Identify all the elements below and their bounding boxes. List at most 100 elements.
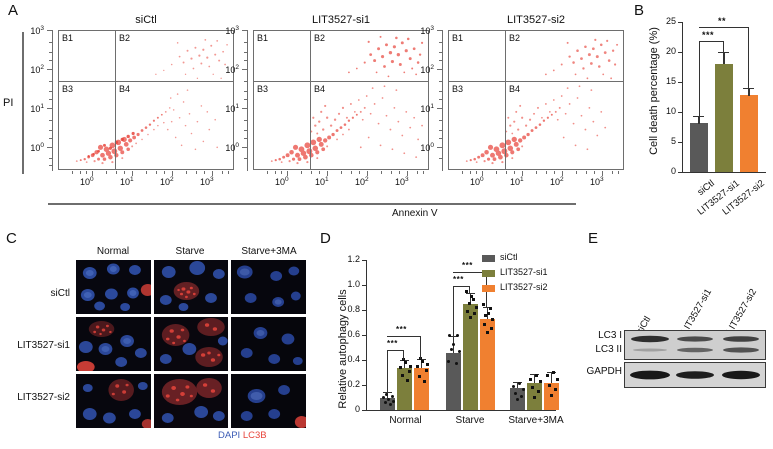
panel-d-legend-label-sictl: siCtl xyxy=(500,252,518,262)
panel-c-image-si2-normal xyxy=(76,374,151,428)
panel-d-legend-swatch-si2 xyxy=(482,285,495,292)
panel-c-row-si2: LIT3527-si2 xyxy=(17,392,70,403)
panel-d-legend-label-si2: LIT3527-si2 xyxy=(500,282,548,292)
flow-x-tick-1: 101 xyxy=(510,176,524,187)
panel-c-image-grid xyxy=(76,260,306,428)
panel-c-row-sictl: siCtl xyxy=(50,288,70,299)
panel-b-bar-si2 xyxy=(740,95,758,172)
panel-c-image-si1-normal xyxy=(76,317,151,371)
panel-d-bar-normal-sictl xyxy=(380,397,395,410)
flow-plot-2-y-axis xyxy=(247,30,248,171)
panel-d-bar-starve-si1 xyxy=(463,303,478,410)
panel-d-ytick-12: 1.2 xyxy=(347,254,360,264)
flow-quadrant-b4: B4 xyxy=(119,84,131,94)
panel-a-letter: A xyxy=(8,2,19,19)
flow-plot-1-box: B1 B2 B3 B4 xyxy=(58,30,234,170)
flow-quadrant-b4: B4 xyxy=(509,84,521,94)
flow-x-tick-3: 103 xyxy=(395,176,409,187)
flow-x-tick-2: 102 xyxy=(160,176,174,187)
flow-plot-3-vertical-divider xyxy=(505,31,506,169)
panel-a-flow-cytometry: A PI Annexin V siCtl xyxy=(0,0,630,228)
flow-plot-1-vertical-divider xyxy=(115,31,116,169)
panel-b-errorcap-sictl xyxy=(693,116,704,118)
flow-y-tick-1: 101 xyxy=(30,103,44,114)
panel-c-image-sictl-starve3ma xyxy=(231,260,306,314)
panel-c-legend: DAPI LC3B xyxy=(218,430,267,441)
flow-y-tick-0: 100 xyxy=(30,142,44,153)
flow-plot-title-3: LIT3527-si2 xyxy=(506,14,566,26)
panel-d-sig-line-n2 xyxy=(387,336,421,338)
panel-d-sig-label-s2: *** xyxy=(462,261,473,270)
panel-b-y-axis xyxy=(682,22,684,173)
panel-c-col-starve: Starve xyxy=(175,246,205,257)
panel-d-sig-label-n2: *** xyxy=(396,325,407,334)
panel-d-bar-starve-sictl xyxy=(446,352,461,410)
panel-a-x-axis-bar xyxy=(48,203,576,205)
panel-e-row-gapdh: GAPDH xyxy=(586,366,622,377)
flow-y-tick-2: 102 xyxy=(30,64,44,75)
flow-plot-3-dots xyxy=(465,38,619,165)
panel-e-lane-si2: LIT3527-si2 xyxy=(724,287,760,336)
flow-quadrant-b3: B3 xyxy=(257,84,269,94)
panel-b-errorcap-si2 xyxy=(743,88,754,90)
panel-b-x-axis xyxy=(682,172,766,174)
panel-e-letter: E xyxy=(588,230,599,247)
flow-quadrant-b4: B4 xyxy=(314,84,326,94)
panel-c-col-starve3ma: Starve+3MA xyxy=(241,246,297,257)
flow-x-tick-0: 100 xyxy=(80,176,94,187)
panel-e-blot-lc3-bands xyxy=(625,331,765,359)
panel-b-bar-sictl xyxy=(690,123,708,172)
panel-b-letter: B xyxy=(634,2,645,19)
flow-y-tick-3: 103 xyxy=(420,25,434,36)
panel-c-col-normal: Normal xyxy=(96,246,130,257)
panel-b-cell-death-bar-chart: B Cell death percentage (%) 0 5 10 15 20… xyxy=(630,0,773,228)
panel-d-xlabel-starve3ma: Starve+3MA xyxy=(508,415,564,426)
panel-e-row-lc3i: LC3 I xyxy=(598,330,622,341)
flow-plot-2-dots xyxy=(270,35,424,165)
flow-y-tick-1: 101 xyxy=(225,103,239,114)
panel-c-legend-dapi: DAPI xyxy=(218,430,241,441)
panel-d-sig-line-n1 xyxy=(387,350,404,352)
panel-c-image-sictl-normal xyxy=(76,260,151,314)
panel-c-legend-lc3b: LC3B xyxy=(242,430,267,441)
panel-a-y-axis-label: PI xyxy=(3,97,14,109)
flow-quadrant-b3: B3 xyxy=(62,84,74,94)
flow-plot-3-horizontal-divider xyxy=(449,81,623,82)
flow-quadrant-b1: B1 xyxy=(257,33,269,43)
panel-e-blot-gapdh-bands xyxy=(625,363,765,387)
panel-c-row-si1: LIT3527-si1 xyxy=(17,340,70,351)
flow-y-tick-0: 100 xyxy=(420,142,434,153)
panel-d-bar-starve-si2 xyxy=(480,318,495,410)
flow-y-tick-1: 101 xyxy=(420,103,434,114)
panel-e-row-lc3ii: LC3 II xyxy=(595,344,622,355)
panel-d-letter: D xyxy=(320,230,331,247)
panel-b-ytick-25: 25 xyxy=(665,16,676,26)
flow-x-tick-0: 100 xyxy=(275,176,289,187)
flow-quadrant-b2: B2 xyxy=(314,33,326,43)
flow-y-tick-2: 102 xyxy=(420,64,434,75)
flow-x-tick-0: 100 xyxy=(470,176,484,187)
panel-d-bar-normal-si2 xyxy=(414,367,429,410)
panel-e-blot-gapdh xyxy=(624,362,766,388)
panel-c-immunofluorescence: C Normal Starve Starve+3MA siCtl LIT3527… xyxy=(0,228,318,449)
panel-a-x-axis-label: Annexin V xyxy=(392,208,438,219)
flow-x-tick-2: 102 xyxy=(355,176,369,187)
flow-plot-3: B1 B2 B3 B4 103 102 101 100 100 101 102 xyxy=(420,25,624,187)
flow-x-tick-2: 102 xyxy=(550,176,564,187)
panel-d-ytick-06: 0.6 xyxy=(347,329,360,339)
panel-c-image-si1-starve3ma xyxy=(231,317,306,371)
panel-c-image-si2-starve xyxy=(153,374,229,428)
flow-plot-2: B1 B2 B3 B4 103 102 101 100 100 101 102 xyxy=(225,25,429,187)
flow-plot-3-y-axis xyxy=(442,30,443,171)
panel-a-y-axis-bar xyxy=(22,32,24,174)
panel-b-sig-tick-1a xyxy=(699,41,701,121)
panel-d-sig-label-s1: *** xyxy=(453,275,464,284)
panel-d-xlabel-starve: Starve xyxy=(455,415,485,426)
panel-b-sig-tick-2b xyxy=(748,27,750,88)
panel-b-errorbar-sictl xyxy=(698,116,700,124)
flow-y-tick-3: 103 xyxy=(225,25,239,36)
flow-y-tick-2: 102 xyxy=(225,64,239,75)
panel-d-x-axis xyxy=(366,410,556,412)
panel-d-ytick-08: 0.8 xyxy=(347,304,360,314)
panel-d-sig-line-s1 xyxy=(453,286,470,288)
